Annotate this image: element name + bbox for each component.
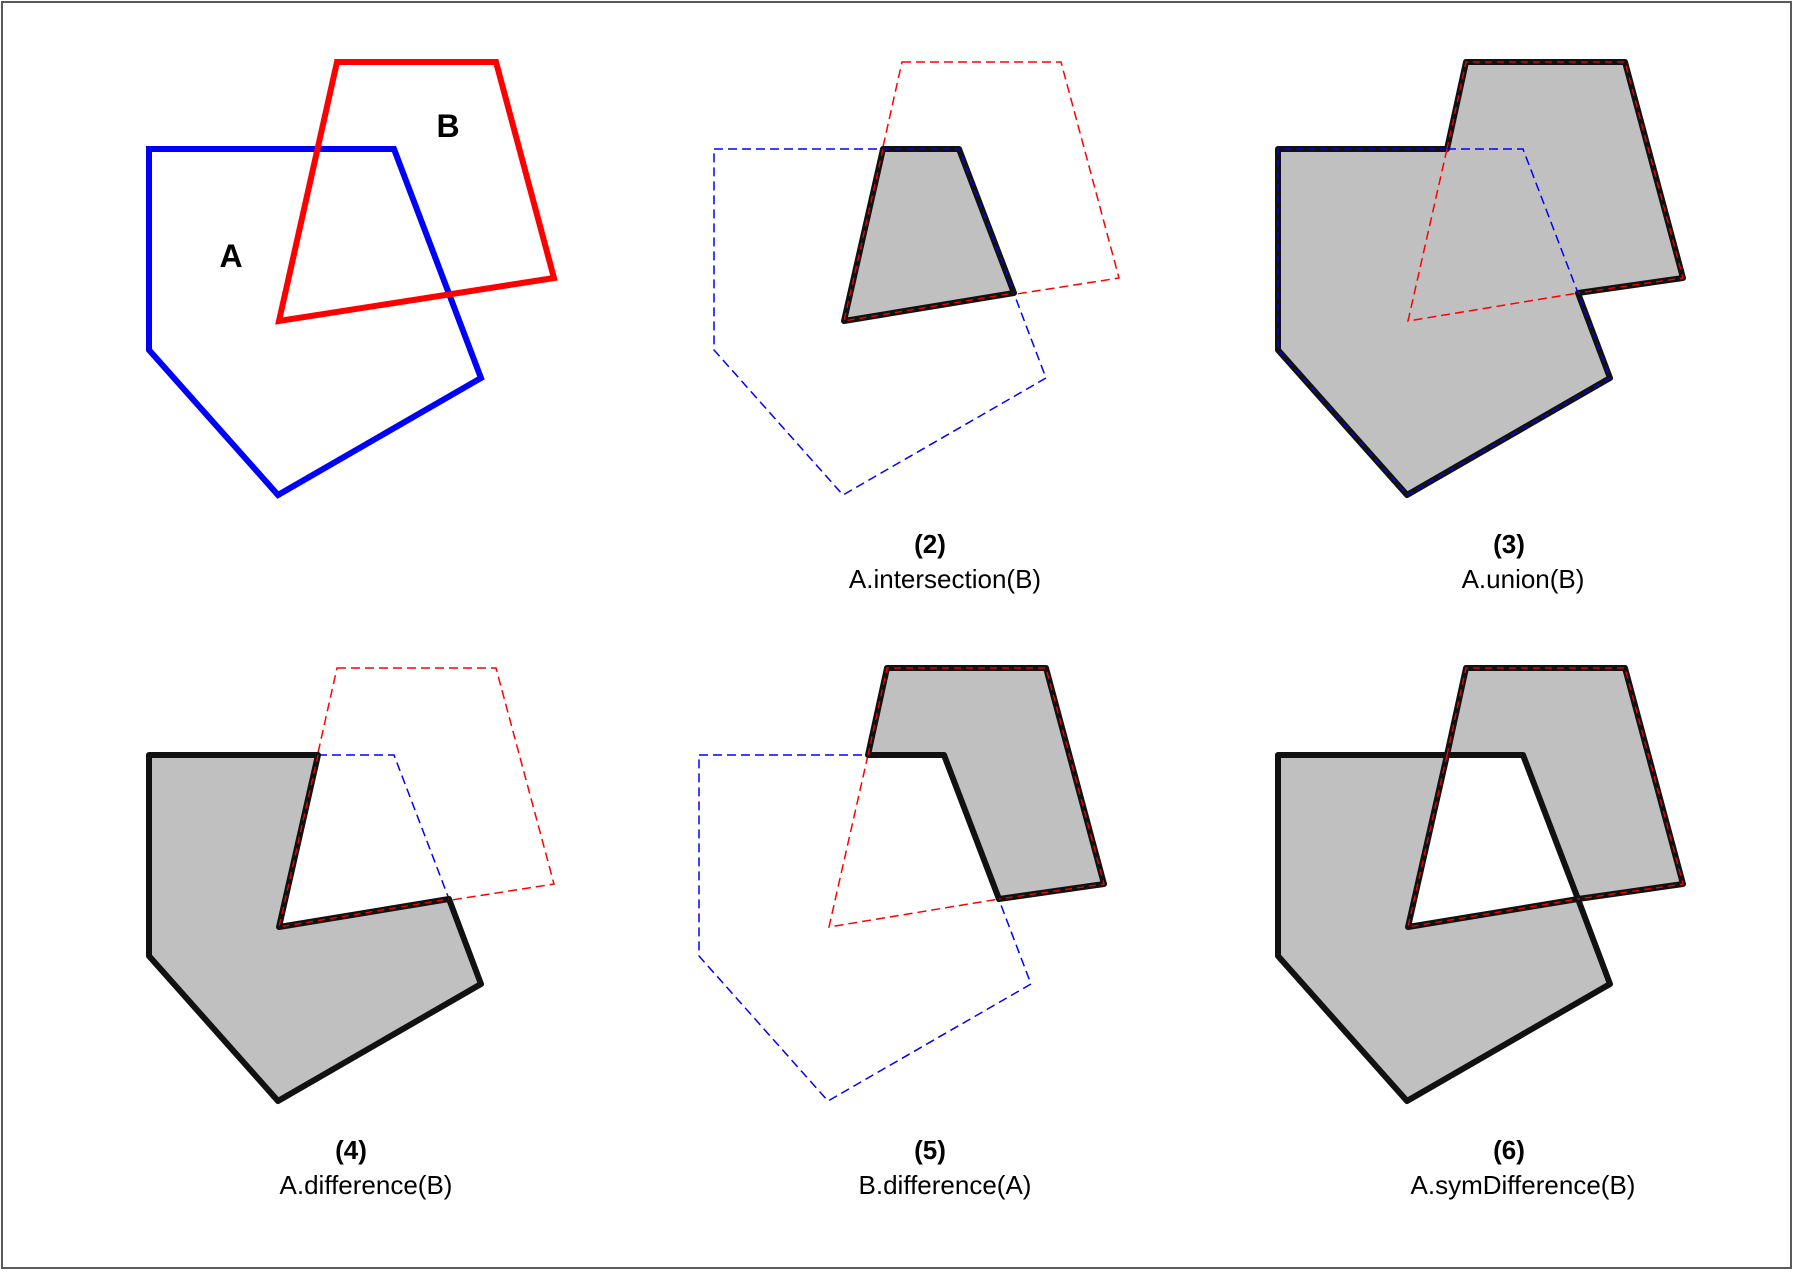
sym-difference-part-b <box>1444 665 1686 902</box>
panel-4 <box>146 667 555 1104</box>
outline-a-inner-dashed <box>318 754 450 900</box>
outline-b-inner-dashed <box>1407 148 1579 322</box>
caption-3-operation: A.union(B) <box>1462 564 1585 594</box>
union-region <box>1275 59 1686 498</box>
panel-5 <box>698 665 1107 1102</box>
caption-4-number: (4) <box>335 1135 367 1165</box>
outline-b-dashed <box>278 667 555 928</box>
label-a: A <box>219 238 242 274</box>
difference-ba-region <box>865 665 1107 902</box>
intersection-region <box>841 146 1017 324</box>
panel-6 <box>1275 665 1686 1104</box>
caption-6-operation: A.symDifference(B) <box>1411 1170 1636 1200</box>
sym-difference-edge-b <box>1446 667 1684 900</box>
outline-a-inner-dashed <box>1447 148 1579 294</box>
difference-ab-edge-b <box>278 754 450 928</box>
caption-6-number: (6) <box>1493 1135 1525 1165</box>
intersection-edge-b <box>843 148 1015 322</box>
label-b: B <box>436 108 459 144</box>
caption-2-number: (2) <box>914 529 946 559</box>
caption-2-operation: A.intersection(B) <box>849 564 1041 594</box>
polygon-b <box>275 59 558 325</box>
caption-4-operation: A.difference(B) <box>280 1170 453 1200</box>
intersection-edge-a <box>883 148 1015 294</box>
panel-2 <box>713 61 1120 496</box>
panel-1: A B <box>146 59 558 499</box>
caption-5-operation: B.difference(A) <box>859 1170 1032 1200</box>
caption-5-number: (5) <box>914 1135 946 1165</box>
panel-3 <box>1275 59 1686 498</box>
boolean-operations-diagram: A B (2) A.intersection(B) (3) A.union(B)… <box>146 59 1686 1200</box>
sym-difference-edge-b-inner <box>1407 754 1579 928</box>
caption-3-number: (3) <box>1493 529 1525 559</box>
outline-b-inner-dashed <box>828 754 1000 928</box>
union-edge-b <box>1446 61 1684 294</box>
difference-ab-region <box>146 752 484 1104</box>
polygon-a <box>146 146 485 499</box>
difference-ba-edge-b <box>867 667 1105 900</box>
